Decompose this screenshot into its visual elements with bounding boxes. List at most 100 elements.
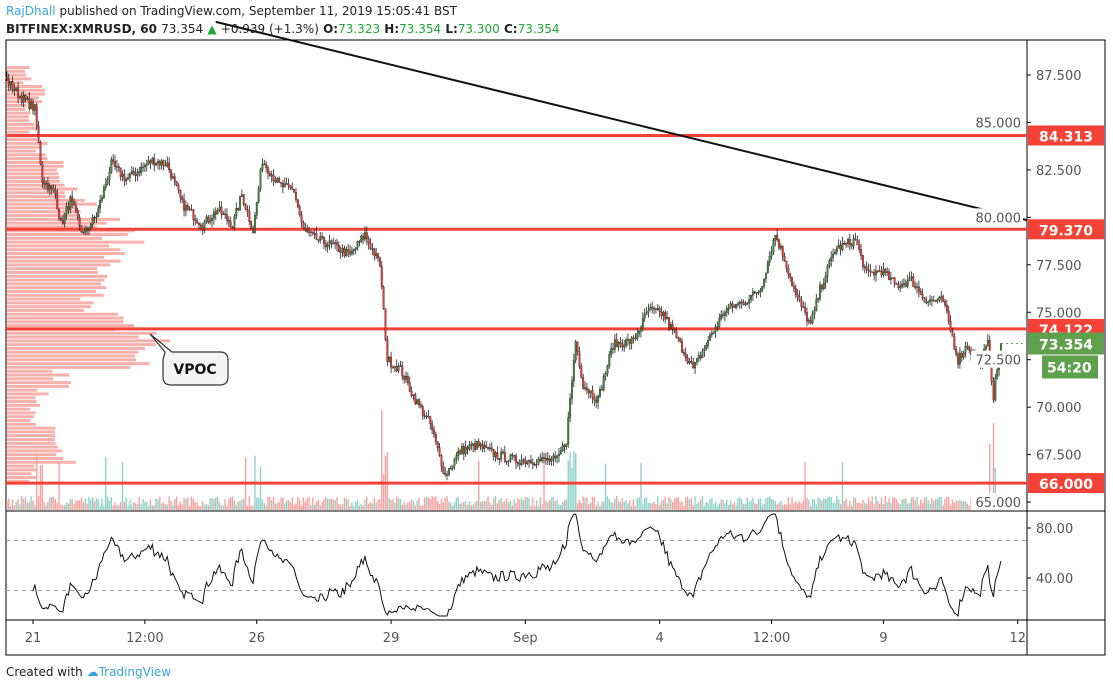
candle-body xyxy=(878,270,881,272)
candle xyxy=(850,242,853,250)
volume-bar xyxy=(174,499,176,510)
volume-profile-bar xyxy=(7,236,103,240)
candle xyxy=(416,399,419,405)
candle xyxy=(569,393,572,422)
volume-bar xyxy=(440,498,443,510)
volume-bar xyxy=(632,499,635,510)
candle-body xyxy=(168,162,171,171)
candle xyxy=(378,256,381,268)
volume-bar xyxy=(733,501,735,510)
volume-profile-bar xyxy=(7,255,105,259)
candle-body xyxy=(171,176,174,179)
volume-bar xyxy=(323,499,325,510)
candle xyxy=(806,307,808,327)
price-chart[interactable]: 84.31379.37074.12266.00087.50085.00082.5… xyxy=(0,0,1113,660)
volume-bar xyxy=(722,499,724,510)
volume-bar xyxy=(565,498,568,510)
candle-body xyxy=(102,187,105,198)
volume-bar xyxy=(481,501,484,510)
candle xyxy=(151,157,154,165)
candle-body xyxy=(668,317,670,328)
volume-bar xyxy=(112,505,114,510)
candle-body xyxy=(888,271,890,281)
tradingview-link[interactable]: TradingView xyxy=(98,665,172,679)
candle-body xyxy=(636,333,639,339)
candle-body xyxy=(412,394,415,396)
candle xyxy=(945,299,948,314)
candle xyxy=(157,158,159,170)
volume-bar xyxy=(789,504,791,510)
volume-bar xyxy=(892,497,894,510)
volume-bar xyxy=(168,496,170,510)
candle-body xyxy=(192,209,195,220)
candle xyxy=(541,451,544,464)
symbol[interactable]: BITFINEX:XMRUSD, 60 xyxy=(6,22,157,36)
candle xyxy=(930,296,933,307)
candle-body xyxy=(287,183,290,186)
candle xyxy=(645,306,648,316)
candle-body xyxy=(742,301,745,306)
candle-body xyxy=(923,297,926,303)
candle xyxy=(539,453,542,462)
volume-bar xyxy=(425,496,428,510)
candle xyxy=(408,376,411,393)
candle xyxy=(18,95,21,100)
volume-bar xyxy=(160,503,163,510)
candle-body xyxy=(233,215,236,228)
volume-profile-bar xyxy=(7,214,77,218)
volume-profile-bar xyxy=(7,217,121,221)
candle-body xyxy=(239,196,241,211)
candle-body xyxy=(399,365,402,367)
volume-bar xyxy=(246,505,249,510)
candle xyxy=(561,441,564,452)
candle-body xyxy=(95,216,98,219)
candle-body xyxy=(397,365,400,372)
candle-body xyxy=(522,459,525,461)
candle-body xyxy=(738,302,741,304)
volume-bar xyxy=(353,505,355,510)
candle xyxy=(347,243,350,258)
volume-bar xyxy=(821,500,823,510)
candle-body xyxy=(895,282,898,285)
volume-bar xyxy=(942,505,944,510)
volume-bar xyxy=(196,502,198,510)
candle-body xyxy=(921,294,924,298)
candle xyxy=(9,81,12,91)
candle xyxy=(530,454,532,465)
candle-body xyxy=(326,245,329,248)
candle xyxy=(819,281,821,302)
volume-bar xyxy=(8,498,10,510)
candle-body xyxy=(483,445,486,449)
candle xyxy=(479,442,482,451)
candle-body xyxy=(863,266,866,268)
volume-bar xyxy=(215,497,217,510)
volume-bar xyxy=(502,501,504,510)
candle xyxy=(22,90,25,108)
volume-bar xyxy=(84,498,86,510)
candle xyxy=(563,444,566,454)
volume-profile-bar xyxy=(7,343,156,347)
volume-profile-bar xyxy=(7,138,37,142)
candle-body xyxy=(459,450,462,454)
candle-body xyxy=(625,339,628,346)
candle-body xyxy=(101,197,103,201)
candle xyxy=(235,202,238,220)
candle-body xyxy=(183,199,186,211)
candle-body xyxy=(52,188,55,191)
candle-body xyxy=(727,307,730,310)
volume-bar xyxy=(216,496,219,510)
volume-bar xyxy=(133,501,135,510)
candle xyxy=(880,265,883,278)
candle xyxy=(929,294,932,306)
candle-body xyxy=(20,95,23,103)
volume-bar xyxy=(164,503,167,510)
candle xyxy=(591,385,594,404)
candle-body xyxy=(274,180,277,183)
candle-body xyxy=(157,161,159,164)
author-link[interactable]: RajDhall xyxy=(6,4,56,18)
candle-body xyxy=(440,455,443,467)
volume-bar xyxy=(446,496,448,510)
volume-profile-bar xyxy=(7,384,69,388)
volume-bar xyxy=(453,502,456,510)
candle xyxy=(509,453,512,463)
